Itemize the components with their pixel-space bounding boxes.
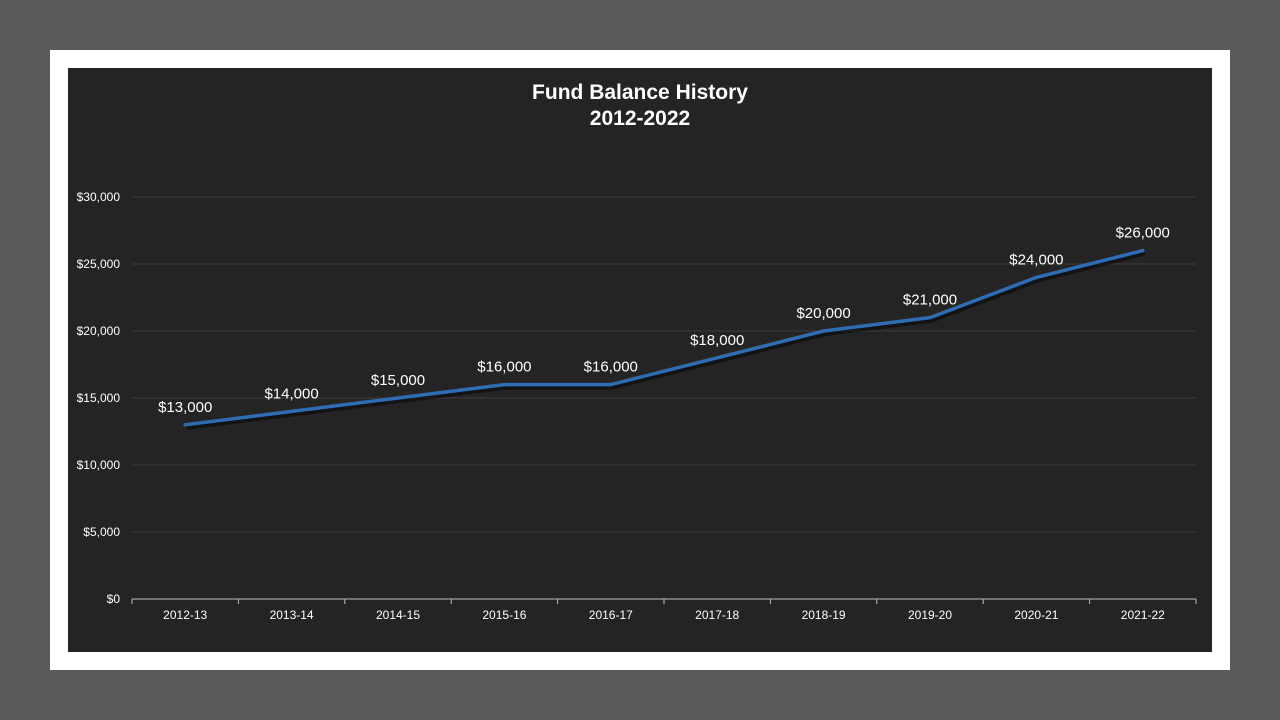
data-point [183, 423, 187, 427]
data-label: $14,000 [264, 385, 318, 402]
series-line-shadow [186, 251, 1146, 430]
y-tick-label: $25,000 [77, 257, 121, 271]
x-tick-label: 2016-17 [589, 608, 633, 622]
x-tick-label: 2014-15 [376, 608, 420, 622]
data-label: $21,000 [903, 292, 957, 309]
y-tick-label: $15,000 [77, 391, 121, 405]
x-tick-label: 2020-21 [1014, 608, 1058, 622]
data-label: $24,000 [1009, 251, 1063, 268]
y-tick-label: $20,000 [77, 324, 121, 338]
data-point [715, 356, 719, 360]
y-tick-label: $5,000 [83, 525, 120, 539]
data-point [1034, 275, 1038, 279]
data-point [1141, 249, 1145, 253]
data-point [822, 329, 826, 333]
chart-title: Fund Balance History [532, 81, 748, 104]
x-tick-label: 2012-13 [163, 608, 207, 622]
x-tick-label: 2017-18 [695, 608, 739, 622]
data-label: $16,000 [584, 359, 638, 376]
data-point [609, 383, 613, 387]
data-point [396, 396, 400, 400]
x-tick-label: 2021-22 [1121, 608, 1165, 622]
x-tick-label: 2018-19 [802, 608, 846, 622]
data-label: $16,000 [477, 359, 531, 376]
x-tick-label: 2015-16 [482, 608, 526, 622]
data-label: $18,000 [690, 332, 744, 349]
data-label: $26,000 [1116, 225, 1170, 242]
chart-area [68, 68, 1212, 652]
chart-subtitle: 2012-2022 [589, 107, 691, 130]
y-tick-label: $10,000 [77, 458, 121, 472]
data-label: $13,000 [158, 399, 212, 416]
data-label: $15,000 [371, 372, 425, 389]
x-tick-label: 2019-20 [908, 608, 952, 622]
data-label: $20,000 [796, 305, 850, 322]
data-point [502, 383, 506, 387]
data-point [928, 316, 932, 320]
data-point [290, 409, 294, 413]
series-line [183, 248, 1145, 427]
y-tick-label: $0 [107, 592, 121, 606]
chart-title-block: Fund Balance History 2012-2022 [68, 80, 1212, 132]
x-tick-label: 2013-14 [270, 608, 314, 622]
y-tick-label: $30,000 [77, 190, 121, 204]
